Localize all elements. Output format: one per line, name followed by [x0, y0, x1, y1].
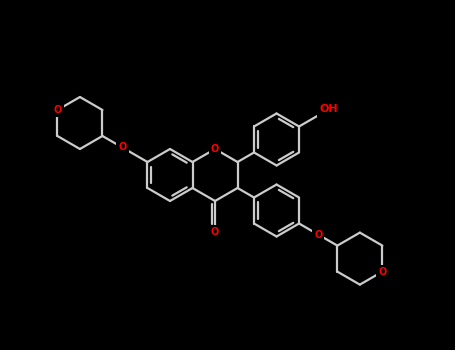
Text: O: O — [211, 144, 219, 154]
Text: O: O — [378, 267, 386, 276]
Text: O: O — [314, 230, 323, 240]
Text: O: O — [211, 227, 219, 237]
Text: OH: OH — [319, 105, 338, 114]
Text: O: O — [118, 142, 126, 153]
Text: O: O — [53, 105, 61, 115]
